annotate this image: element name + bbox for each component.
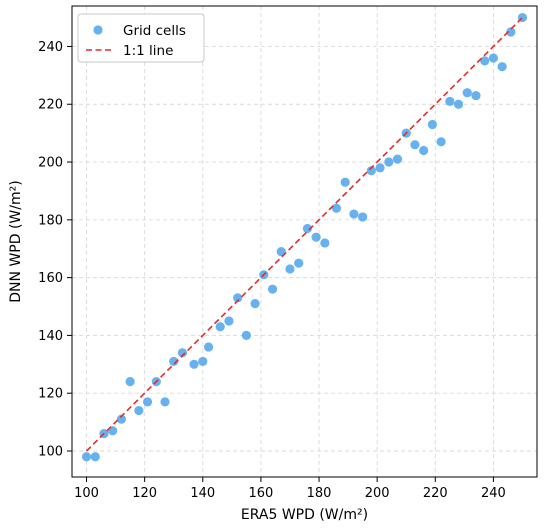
y-tick-label: 120 — [38, 387, 63, 402]
scatter-point — [311, 232, 321, 242]
scatter-point — [203, 342, 214, 352]
x-axis-label: ERA5 WPD (W/m²) — [241, 507, 368, 523]
scatter-point — [471, 90, 481, 101]
scatter-point — [90, 452, 100, 462]
scatter-point — [169, 356, 179, 367]
one-to-one-line — [85, 16, 524, 452]
scatter-point — [250, 299, 260, 309]
scatter-point — [349, 209, 359, 219]
scatter-point — [276, 247, 286, 257]
x-tick-label: 200 — [365, 486, 390, 501]
scatter-point — [375, 163, 385, 173]
scatter-point — [177, 348, 188, 358]
scatter-point — [160, 397, 170, 407]
legend-label-1-1-line: 1:1 line — [123, 43, 173, 59]
scatter-point — [445, 96, 455, 106]
y-tick-label: 220 — [38, 98, 63, 113]
x-tick-label: 120 — [132, 486, 157, 501]
legend: Grid cells 1:1 line — [77, 13, 205, 63]
scatter-point — [340, 177, 350, 187]
scatter-point — [331, 203, 342, 213]
scatter-point — [506, 27, 516, 37]
scatter-point — [108, 426, 118, 436]
scatter-point — [134, 405, 144, 416]
x-tick-label: 140 — [190, 486, 215, 501]
scatter-point — [320, 238, 330, 248]
scatter-point — [480, 56, 490, 66]
scatter-point — [462, 88, 472, 98]
scatter-point — [294, 258, 304, 268]
scatter-point — [116, 414, 127, 424]
scatter-point — [142, 397, 153, 407]
y-tick-label: 180 — [38, 213, 63, 228]
scatter-point — [285, 264, 295, 274]
scatter-point — [81, 452, 92, 462]
scatter-point — [215, 322, 225, 332]
x-tick-label: 100 — [74, 486, 99, 501]
scatter-point — [410, 140, 420, 150]
scatter-point — [189, 359, 199, 369]
scatter-point — [224, 316, 234, 326]
scatter-point — [233, 293, 243, 303]
scatter-point — [436, 137, 446, 147]
scatter-point — [358, 212, 368, 222]
y-tick-label: 240 — [38, 40, 63, 55]
scatter-point — [419, 145, 429, 156]
x-tick-label: 160 — [248, 486, 273, 501]
y-tick-label: 200 — [38, 156, 63, 171]
y-tick-label: 100 — [38, 444, 63, 459]
x-tick-label: 220 — [423, 486, 448, 501]
plot-frame — [71, 5, 538, 478]
scatter-point — [302, 223, 313, 234]
x-tick-label: 180 — [307, 486, 332, 501]
scatter-point — [497, 62, 507, 72]
scatter-point — [384, 157, 394, 167]
scatter-point — [427, 119, 437, 130]
x-tick-label: 240 — [481, 486, 506, 501]
y-tick-label: 140 — [38, 329, 63, 344]
scatter-point — [366, 166, 376, 176]
series-layer — [81, 12, 528, 462]
scatter-point — [392, 154, 403, 164]
tick-layer: 100 120 140 160 180 200 220 240 100 120 140 160 180 2… — [38, 40, 506, 501]
scatter-point — [267, 284, 278, 294]
legend-marker-grid-cells — [93, 25, 103, 35]
y-tick-label: 160 — [38, 271, 63, 286]
scatter-point — [125, 377, 135, 387]
scatter-point — [241, 330, 251, 341]
scatter-point — [488, 53, 499, 63]
legend-label-grid-cells: Grid cells — [123, 23, 186, 39]
scatter-point — [198, 356, 208, 367]
y-axis-label: DNN WPD (W/m²) — [8, 180, 24, 302]
scatter-point — [453, 99, 464, 109]
